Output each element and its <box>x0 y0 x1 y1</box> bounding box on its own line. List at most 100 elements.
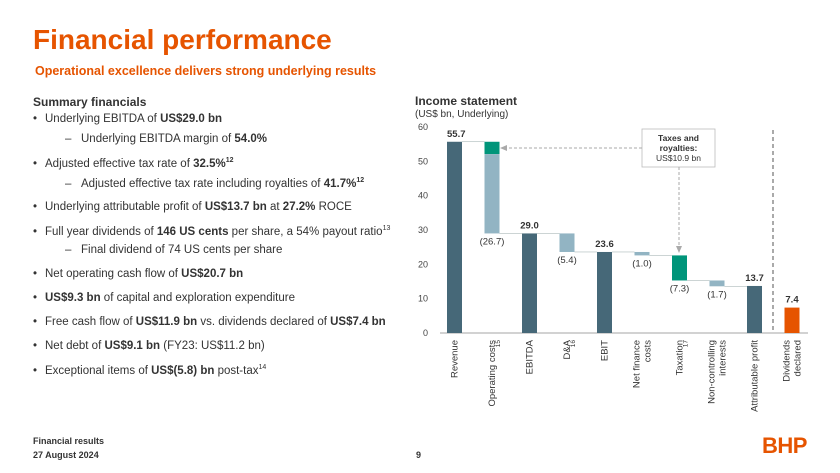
summary-heading: Summary financials <box>33 95 147 109</box>
bar-value-label: 7.4 <box>785 295 799 306</box>
bullet-text: vs. dividends declared of <box>197 316 331 328</box>
callout-line-3: US$10.9 bn <box>656 153 701 163</box>
bar-ebitda <box>522 233 537 333</box>
summary-bullet: • Adjusted effective tax rate of 32.5%12 <box>33 157 234 170</box>
y-tick-label: 20 <box>418 259 428 269</box>
footnote-ref: 13 <box>382 225 391 232</box>
bullet-highlight: 32.5% <box>193 157 226 170</box>
summary-sub-bullet: – Adjusted effective tax rate including r… <box>65 177 364 190</box>
bullet-text: Underlying attributable profit of <box>45 201 205 213</box>
category-label: Attributable profit <box>750 340 761 412</box>
summary-bullet: • Full year dividends of 146 US cents per… <box>33 225 390 238</box>
bullet-text: at <box>266 201 283 213</box>
bar-revenue <box>447 141 462 333</box>
dash-marker: – <box>65 177 72 190</box>
bullet-text: (FY23: US$11.2 bn) <box>160 340 265 352</box>
bullet-marker: • <box>33 113 38 125</box>
bar-value-label: (1.7) <box>707 289 727 300</box>
bullet-text: Free cash flow of <box>45 316 136 328</box>
bullet-marker: • <box>33 364 38 377</box>
category-footnote-ref: 16 <box>570 340 577 348</box>
summary-sub-bullet: – Underlying EBITDA margin of 54.0% <box>65 133 267 145</box>
bullet-highlight: US$9.1 bn <box>104 340 161 352</box>
bullet-marker: • <box>33 340 38 352</box>
callout-line-1: Taxes and <box>658 133 699 143</box>
y-tick-label: 40 <box>418 191 428 201</box>
bullet-text: Net operating cash flow of <box>45 268 182 280</box>
bullet-highlight: US$7.4 bn <box>330 316 386 328</box>
summary-bullet: • Free cash flow of US$11.9 bn vs. divide… <box>33 316 386 328</box>
bullet-highlight: 27.2% <box>282 201 316 213</box>
category-footnote-ref: 17 <box>683 340 690 348</box>
bar-value-label: (5.4) <box>557 255 577 266</box>
footnote-ref: 12 <box>356 177 365 184</box>
category-label: Taxation <box>675 340 686 375</box>
bar-dividends-declared <box>784 307 800 333</box>
bar-net-finance-costs <box>634 251 650 256</box>
bullet-highlight: US$20.7 bn <box>181 268 244 280</box>
bullet-text: Underlying EBITDA of <box>45 113 161 125</box>
category-label: interests <box>718 340 729 376</box>
category-label: Revenue <box>450 340 461 378</box>
chart-subtitle: (US$ bn, Underlying) <box>415 109 509 120</box>
page-number: 9 <box>416 450 422 460</box>
bullet-text: of capital and exploration expenditure <box>100 292 295 304</box>
bullet-text: per share, a 54% payout ratio <box>228 225 383 238</box>
bullet-highlight: US$13.7 bn <box>204 201 267 213</box>
bar-d-a <box>559 233 575 252</box>
y-tick-label: 50 <box>418 156 428 166</box>
page-title: Financial performance <box>33 24 332 55</box>
bullet-text: post-tax <box>214 364 259 377</box>
bar-taxation <box>672 255 687 281</box>
bar-value-label: (1.0) <box>632 258 652 269</box>
category-label: EBITDA <box>525 339 536 374</box>
bar-non-controlling-interests <box>709 280 725 287</box>
bar-value-label: 13.7 <box>745 273 764 284</box>
summary-bullet: • Exceptional items of US$(5.8) bn post-t… <box>33 364 266 377</box>
footer-title: Financial results <box>33 436 105 446</box>
bullet-marker: • <box>33 316 38 328</box>
bullet-text: Adjusted effective tax rate including ro… <box>81 177 324 190</box>
y-tick-label: 60 <box>418 122 428 132</box>
category-label: declared <box>793 340 804 376</box>
bullet-text: Full year dividends of <box>45 225 157 238</box>
summary-sub-bullet: – Final dividend of 74 US cents per share <box>65 244 282 256</box>
bar-ebit <box>597 251 612 333</box>
bar-value-label: (26.7) <box>480 236 505 247</box>
footer-date: 27 August 2024 <box>33 450 99 460</box>
bar-value-label: (7.3) <box>670 283 690 294</box>
y-tick-label: 30 <box>418 225 428 235</box>
bullet-marker: • <box>33 225 38 238</box>
summary-bullet: • US$9.3 bn of capital and exploration ex… <box>33 292 295 304</box>
summary-bullet: • Underlying EBITDA of US$29.0 bn <box>33 113 222 125</box>
bar-attributable-profit <box>747 285 762 333</box>
bullet-text: Net debt of <box>45 340 105 352</box>
bar-value-label: 55.7 <box>447 129 466 140</box>
summary-bullet: • Underlying attributable profit of US$13… <box>33 201 352 213</box>
bullet-marker: • <box>33 201 38 213</box>
bar-operating-costs <box>484 154 500 234</box>
category-label: EBIT <box>600 340 611 361</box>
bullet-highlight: US$29.0 bn <box>160 113 223 125</box>
bar-value-label: 29.0 <box>520 220 539 231</box>
y-tick-label: 0 <box>423 328 428 338</box>
bullet-highlight: US$11.9 bn <box>135 316 198 328</box>
bullet-text: Underlying EBITDA margin of <box>81 133 235 145</box>
bullet-highlight: US$9.3 bn <box>45 292 101 304</box>
category-label: Operating costs <box>487 340 498 407</box>
bar-royalties-portion <box>484 141 500 155</box>
bullet-highlight: 54.0% <box>234 133 268 145</box>
page-subtitle: Operational excellence delivers strong u… <box>35 64 377 78</box>
category-footnote-ref: 15 <box>495 340 502 348</box>
footnote-ref: 14 <box>258 364 267 371</box>
dash-marker: – <box>65 133 72 145</box>
y-tick-label: 10 <box>418 294 428 304</box>
category-label: costs <box>643 340 654 362</box>
bullet-text: Exceptional items of <box>45 364 152 377</box>
footnote-ref: 12 <box>225 157 234 164</box>
callout-line-2: royalties: <box>660 143 698 153</box>
bullet-marker: • <box>33 157 38 170</box>
category-label: Net finance <box>632 340 643 388</box>
chart-title: Income statement <box>415 94 518 108</box>
